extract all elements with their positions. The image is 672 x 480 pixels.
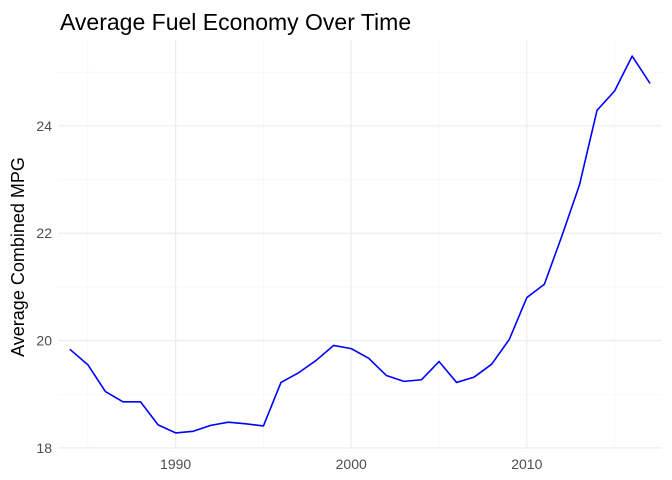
y-axis-ticks: 18 20 22 24	[36, 118, 52, 456]
y-tick-label: 18	[36, 440, 52, 456]
x-tick-label: 2010	[511, 456, 542, 472]
y-tick-label: 22	[36, 225, 52, 241]
x-tick-label: 2000	[336, 456, 367, 472]
x-tick-label: 1990	[160, 456, 191, 472]
y-axis-label: Average Combined MPG	[8, 157, 28, 357]
y-tick-label: 24	[36, 118, 52, 134]
data-points	[70, 56, 649, 433]
chart-title: Average Fuel Economy Over Time	[60, 9, 411, 35]
mpg-series-line	[69, 55, 651, 434]
major-gridlines-x	[175, 40, 528, 449]
minor-gridlines-x	[87, 40, 615, 449]
minor-gridlines-y	[58, 71, 662, 395]
major-gridlines-y	[58, 125, 662, 449]
x-axis-ticks: 1990 2000 2010	[160, 456, 543, 472]
y-tick-label: 20	[36, 333, 52, 349]
plot-panel	[58, 40, 662, 449]
